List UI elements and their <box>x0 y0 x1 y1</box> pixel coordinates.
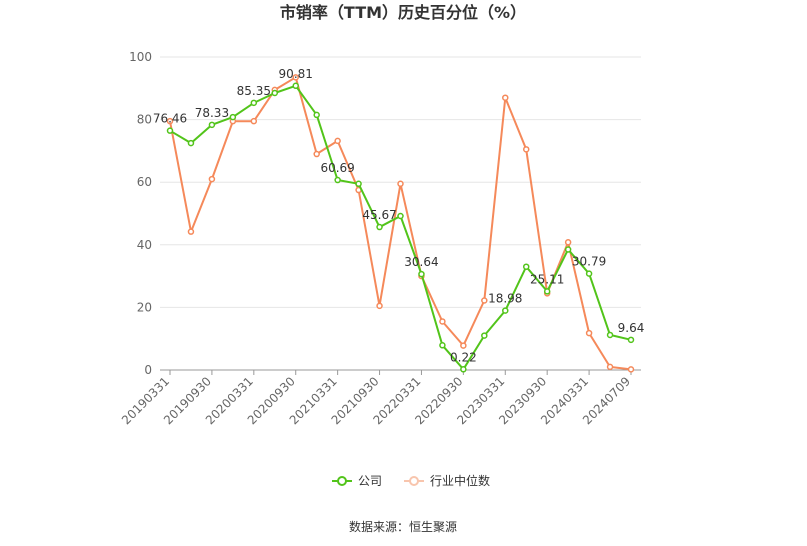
data-label: 30.64 <box>404 255 438 269</box>
data-label: 30.79 <box>572 255 606 269</box>
legend-label: 公司 <box>358 474 382 488</box>
source-note: 数据来源：恒生聚源 <box>349 519 457 534</box>
data-point <box>627 336 635 344</box>
data-point <box>564 246 572 253</box>
data-label: 0.22 <box>450 350 477 364</box>
data-point <box>334 137 341 145</box>
data-label: 76.46 <box>153 112 187 126</box>
series-line-company <box>169 84 632 371</box>
data-point <box>313 150 320 158</box>
y-tick-label: 0 <box>144 363 152 377</box>
data-label: 9.64 <box>618 321 645 335</box>
data-point <box>502 307 509 314</box>
data-point <box>313 111 320 119</box>
data-point <box>208 175 216 183</box>
legend-marker <box>337 476 347 486</box>
data-label: 85.35 <box>237 84 271 98</box>
data-point <box>376 302 383 310</box>
data-point <box>439 318 446 325</box>
data-point <box>543 288 551 295</box>
legend-marker <box>409 476 419 486</box>
legend-item-industry-median[interactable]: 行业中位数 <box>404 473 490 488</box>
data-point <box>292 74 299 81</box>
legend[interactable]: 公司 行业中位数 <box>332 473 490 488</box>
series-layer <box>166 74 635 373</box>
gridlines <box>160 56 641 371</box>
data-point <box>292 82 299 90</box>
y-tick-label: 80 <box>137 113 152 127</box>
data-point <box>250 117 258 125</box>
data-point <box>481 297 488 304</box>
data-label: 60.69 <box>320 161 354 175</box>
data-point <box>166 117 174 125</box>
legend-item-company[interactable]: 公司 <box>332 474 382 488</box>
data-point <box>585 270 593 277</box>
y-tick-label: 20 <box>137 300 152 314</box>
data-point <box>397 180 404 188</box>
y-tick-label: 40 <box>137 238 152 252</box>
data-point <box>502 94 509 101</box>
x-axis: 2019033120190930202003312020093020210331… <box>119 370 633 427</box>
data-labels: 76.46 78.33 85.35 90.81 60.69 45.67 30.64 0.22 1… <box>153 67 645 365</box>
data-point <box>460 342 467 349</box>
series-line-industry-median <box>169 76 632 371</box>
y-tick-label: 100 <box>129 50 152 64</box>
data-point <box>564 239 572 246</box>
data-point <box>229 113 237 121</box>
data-point <box>460 366 467 373</box>
chart-title: 市销率（TTM）历史百分位（%） <box>280 3 526 22</box>
data-point <box>418 270 425 278</box>
data-point <box>166 127 174 134</box>
data-point <box>439 342 446 349</box>
data-point <box>334 176 341 184</box>
data-label: 18.98 <box>488 292 522 306</box>
data-point <box>522 146 530 153</box>
data-point <box>376 223 383 231</box>
data-point <box>187 139 195 147</box>
legend-label: 行业中位数 <box>430 473 490 488</box>
data-point <box>271 89 279 97</box>
data-point <box>397 212 404 220</box>
data-point <box>208 121 216 129</box>
data-point <box>585 329 593 337</box>
data-point <box>606 331 614 339</box>
data-point <box>627 366 635 373</box>
data-point <box>606 363 614 371</box>
data-point <box>187 228 195 235</box>
data-point <box>522 263 530 270</box>
data-label: 90.81 <box>279 67 313 81</box>
data-point <box>250 99 258 107</box>
data-point <box>481 332 488 339</box>
data-label: 78.33 <box>195 106 229 120</box>
y-tick-label: 60 <box>137 175 152 189</box>
y-axis: 0 20 40 60 80 100 <box>129 50 152 377</box>
data-label: 25.11 <box>530 272 564 286</box>
data-point <box>355 180 362 188</box>
data-label: 45.67 <box>362 208 396 222</box>
